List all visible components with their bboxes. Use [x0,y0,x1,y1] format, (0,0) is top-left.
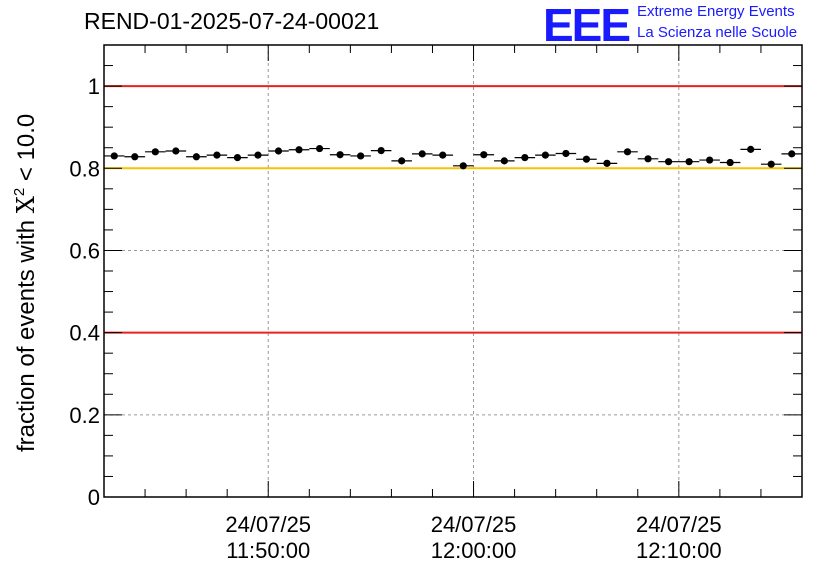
data-point [644,155,652,163]
y-tick-label: 1 [88,74,100,99]
data-point [582,155,591,163]
data-point [664,158,673,166]
data-point [192,153,200,161]
y-tick-label: 0.4 [69,321,100,346]
data-point [315,144,324,153]
y-tick-label: 0.8 [69,156,100,181]
data-point [213,151,221,159]
y-tick-label: 0.2 [69,403,100,428]
y-tick-label: 0 [88,485,100,510]
chart-title: REND-01-2025-07-24-00021 [84,8,380,34]
x-tick-label-time: 12:10:00 [636,538,722,563]
data-point [357,152,365,160]
logo-text-line1: Extreme Energy Events [637,3,795,20]
data-point [131,153,139,161]
data-point [377,147,385,155]
data-point [274,147,283,155]
x-tick-label-date: 24/07/25 [225,512,311,537]
data-point [747,145,755,153]
data-point [500,157,508,165]
logo-text-line2: La Scienza nelle Scuole [637,24,798,41]
data-point [459,162,467,170]
y-tick-label: 0.6 [69,238,100,263]
data-point [603,159,611,167]
data-point [788,150,796,158]
data-point [767,160,775,168]
data-point [233,153,242,162]
data-point [480,151,488,159]
data-point [254,151,262,159]
data-point [336,151,344,159]
y-axis-label: fraction of events with X2 < 10.0 [11,114,40,452]
data-point [541,151,549,159]
data-point [521,153,529,162]
data-point [439,151,447,159]
eee-logo: EEE [543,0,631,51]
x-tick-label-date: 24/07/25 [636,512,722,537]
data-point [295,146,303,154]
data-point [706,156,714,164]
data-point [151,148,159,156]
x-tick-label-time: 11:50:00 [226,538,310,563]
x-tick-label-time: 12:00:00 [431,538,517,563]
data-point [398,157,406,165]
data-point [623,148,632,156]
data-point [110,152,118,160]
x-tick-label-date: 24/07/25 [431,512,517,537]
data-point [726,158,734,167]
data-point [685,158,693,166]
data-point [418,150,426,158]
plot-frame [103,44,803,498]
data-point [562,149,570,158]
data-point [172,147,180,155]
